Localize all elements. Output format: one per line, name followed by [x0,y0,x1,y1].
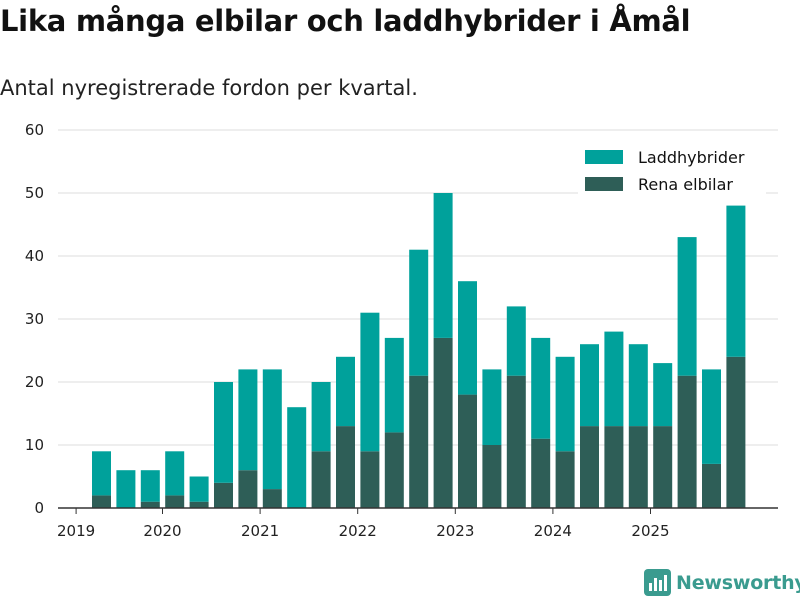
bar-laddhybrider-2019-Q2 [92,451,111,496]
bar-laddhybrider-2019-Q3 [116,470,136,508]
bar-laddhybrider-2022-Q1 [360,312,380,452]
bar-laddhybrider-2024-Q4 [628,344,648,427]
x-tick-label: 2024 [534,522,572,540]
bar-rena-elbilar-2024-Q3 [604,426,624,508]
newsworthy-logo: Newsworthy [644,569,800,596]
legend-label-rena-elbilar: Rena elbilar [638,175,733,194]
bar-rena-elbilar-2024-Q1 [555,451,575,508]
bar-laddhybrider-2023-Q3 [506,306,526,376]
legend: Laddhybrider Rena elbilar [578,138,766,198]
bar-rena-elbilar-2020-Q3 [214,482,233,508]
bar-rena-elbilar-2020-Q1 [165,495,185,508]
bar-laddhybrider-2020-Q1 [165,451,185,496]
bar-laddhybrider-2021-Q2 [287,407,307,508]
bar-laddhybrider-2020-Q2 [189,476,209,502]
bar-laddhybrider-2023-Q4 [531,337,551,439]
bar-rena-elbilar-2023-Q2 [482,445,502,508]
bar-rena-elbilar-2022-Q4 [433,337,453,508]
bar-rena-elbilar-2025-Q3 [702,463,721,508]
bar-laddhybrider-2022-Q4 [433,193,453,338]
newsworthy-logo-icon [644,569,671,596]
x-tick-label: 2021 [241,522,279,540]
bar-laddhybrider-2024-Q3 [604,331,624,427]
bar-laddhybrider-2020-Q3 [214,382,233,483]
bar-laddhybrider-2022-Q2 [384,337,404,433]
bar-laddhybrider-2021-Q4 [336,356,355,427]
bar-laddhybrider-2023-Q1 [458,281,477,395]
legend-label-laddhybrider: Laddhybrider [638,148,745,167]
bar-laddhybrider-2020-Q4 [238,369,258,471]
bar-laddhybrider-2022-Q3 [409,249,429,376]
x-tick-label: 2023 [436,522,474,540]
x-tick-label: 2020 [143,522,181,540]
bar-rena-elbilar-2024-Q2 [580,426,599,508]
bar-rena-elbilar-2022-Q3 [409,375,429,508]
bar-laddhybrider-2024-Q1 [555,356,575,452]
bar-rena-elbilar-2021-Q3 [311,451,331,508]
bar-rena-elbilar-2022-Q1 [360,451,380,508]
bar-rena-elbilar-2023-Q1 [458,394,477,508]
bar-laddhybrider-2025-Q1 [653,363,673,427]
bar-laddhybrider-2021-Q1 [262,369,282,490]
bar-laddhybrider-2025-Q3 [702,369,721,464]
bar-laddhybrider-2025-Q4 [726,205,746,357]
bar-laddhybrider-2019-Q4 [140,470,160,502]
x-tick-label: 2022 [339,522,377,540]
chart-title: Lika många elbilar och laddhybrider i Åm… [0,4,691,38]
bar-rena-elbilar-2022-Q2 [384,432,404,508]
brand-name: Newsworthy [676,571,800,594]
bar-rena-elbilar-2023-Q4 [531,438,551,508]
y-tick-label: 10 [25,436,44,454]
y-tick-label: 50 [25,184,44,202]
bar-laddhybrider-2021-Q3 [311,382,331,452]
bar-rena-elbilar-2019-Q2 [92,495,111,508]
bar-rena-elbilar-2019-Q4 [140,501,160,508]
bar-rena-elbilar-2021-Q4 [336,426,355,508]
x-tick-label: 2019 [57,522,95,540]
x-axis: 2019 2020 2021 2022 2023 2024 2025 [57,507,778,540]
bar-laddhybrider-2025-Q2 [677,237,697,376]
x-tick-label: 2025 [631,522,669,540]
bar-rena-elbilar-2025-Q4 [726,356,746,508]
bar-rena-elbilar-2020-Q2 [189,501,209,508]
bar-rena-elbilar-2021-Q1 [262,489,282,508]
legend-swatch-rena-elbilar [585,177,623,191]
y-tick-label: 20 [25,373,44,391]
chart-subtitle: Antal nyregistrerade fordon per kvartal. [0,76,418,100]
legend-swatch-laddhybrider [585,150,623,164]
bar-rena-elbilar-2025-Q2 [677,375,697,508]
y-tick-label: 30 [25,310,44,328]
y-tick-label: 40 [25,247,44,265]
y-axis-tick-labels: 0 10 20 30 40 50 60 [25,121,44,517]
y-tick-label: 0 [34,499,44,517]
bar-rena-elbilar-2025-Q1 [653,426,673,508]
bar-laddhybrider-2023-Q2 [482,369,502,445]
bars [92,193,746,508]
bar-laddhybrider-2024-Q2 [580,344,599,427]
y-tick-label: 60 [25,121,44,139]
bar-rena-elbilar-2024-Q4 [628,426,648,508]
bar-rena-elbilar-2023-Q3 [506,375,526,508]
bar-rena-elbilar-2020-Q4 [238,470,258,508]
